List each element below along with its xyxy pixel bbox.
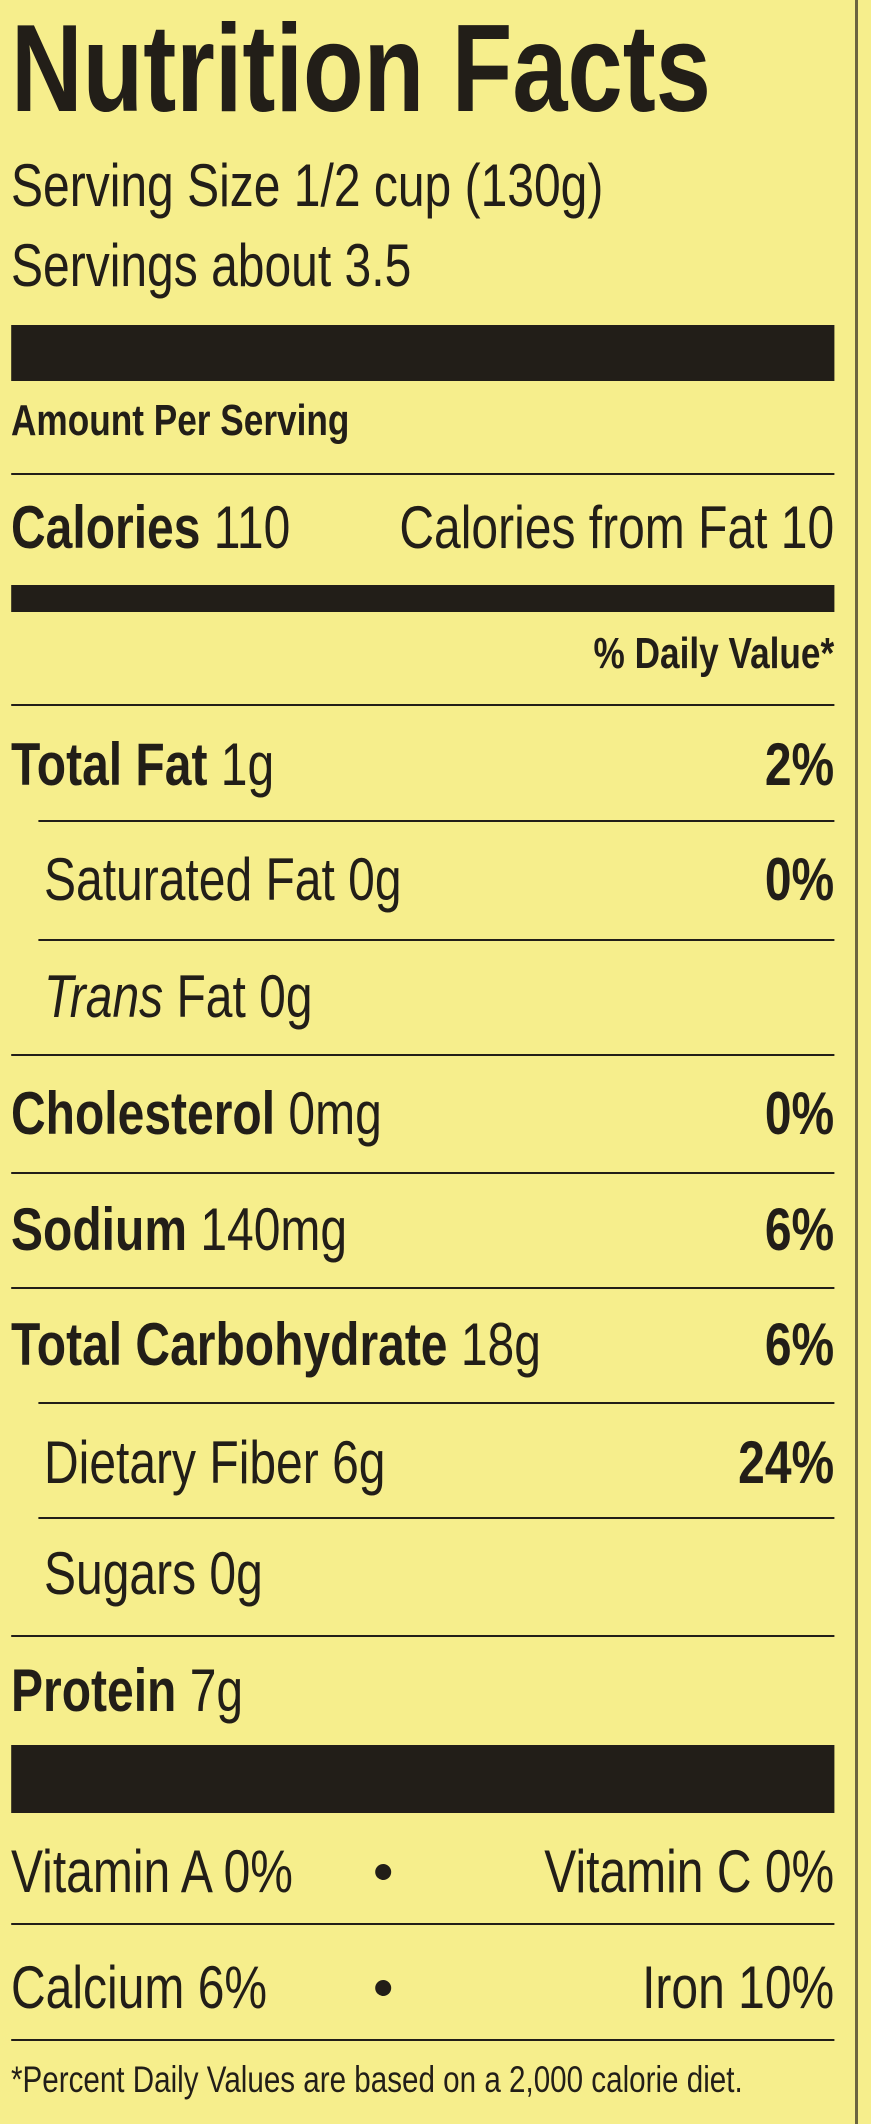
nutrient-amount: 0mg xyxy=(288,1079,382,1147)
nutrient-label: Total Fat xyxy=(11,730,208,798)
footnote: *Percent Daily Values are based on a 2,0… xyxy=(11,2057,743,2103)
calories-label: Calories xyxy=(11,493,201,561)
vitamin-text: Vitamin C 0% xyxy=(544,1837,835,1905)
amount-per-serving-text: Amount Per Serving xyxy=(11,395,350,445)
label-edge xyxy=(855,0,858,2124)
nutrient-dv: 6% xyxy=(765,1193,834,1267)
nutrient-label: Saturated Fat xyxy=(44,845,335,913)
calories: Calories 110 xyxy=(11,491,290,565)
nutrient-dv-text: 0% xyxy=(764,1079,835,1147)
thin-rule xyxy=(38,1517,834,1519)
nutrient-label: Protein xyxy=(11,1656,177,1724)
nutrient-amount: 1g xyxy=(220,730,275,798)
nutrient-row: Total Carbohydrate 18g xyxy=(11,1308,541,1382)
nutrient-amount: 6g xyxy=(332,1428,386,1496)
nutrient-row: Cholesterol 0mg xyxy=(11,1077,382,1151)
bullet xyxy=(375,1980,391,1996)
title: Nutrition Facts xyxy=(11,0,711,147)
nutrient-dv: 0% xyxy=(765,1077,834,1151)
amount-per-serving: Amount Per Serving xyxy=(11,394,349,449)
vitamin-text: Iron 10% xyxy=(642,1953,835,2021)
thin-rule xyxy=(11,2039,834,2041)
calories-from-fat: Calories from Fat 10 xyxy=(399,491,834,565)
nutrient-label: Total Carbohydrate xyxy=(11,1310,448,1378)
thin-rule xyxy=(11,1287,834,1289)
vitamin-left: Vitamin A 0% xyxy=(11,1835,293,1909)
nutrient-amount: 7g xyxy=(189,1656,244,1724)
nutrient-label: Fat xyxy=(176,962,246,1030)
vitamin-right: Iron 10% xyxy=(642,1951,834,2025)
vitamin-text: Vitamin A 0% xyxy=(11,1837,293,1905)
thick-rule xyxy=(11,325,834,381)
nutrient-amount: 0g xyxy=(209,1539,263,1607)
nutrient-dv-text: 0% xyxy=(764,845,835,913)
nutrient-label: Sugars xyxy=(44,1539,197,1607)
daily-value-header: % Daily Value* xyxy=(594,627,835,682)
medium-rule xyxy=(11,585,834,612)
nutrient-amount: 18g xyxy=(460,1310,541,1378)
thin-rule xyxy=(11,1172,834,1174)
footnote-text: *Percent Daily Values are based on a 2,0… xyxy=(11,2059,743,2101)
nutrient-row: Sugars 0g xyxy=(44,1537,263,1611)
nutrient-amount: 0g xyxy=(348,845,402,913)
calories-value: 110 xyxy=(213,493,291,561)
nutrient-dv-text: 24% xyxy=(738,1428,835,1496)
thin-rule xyxy=(11,704,834,706)
thin-rule xyxy=(11,473,834,475)
thin-rule xyxy=(11,1923,834,1925)
thin-rule xyxy=(11,1635,834,1637)
calories-from-fat-text: Calories from Fat 10 xyxy=(399,493,835,561)
vitamin-left: Calcium 6% xyxy=(11,1951,267,2025)
nutrient-row: Dietary Fiber 6g xyxy=(44,1426,385,1500)
title-text: Nutrition Facts xyxy=(11,0,711,139)
nutrient-row: Total Fat 1g xyxy=(11,728,274,802)
nutrient-dv: 6% xyxy=(765,1308,834,1382)
thin-rule xyxy=(38,939,834,941)
nutrient-label-italic: Trans xyxy=(44,962,164,1030)
daily-value-header-text: % Daily Value* xyxy=(593,628,835,678)
nutrient-label: Sodium xyxy=(11,1195,187,1263)
bullet xyxy=(375,1864,391,1880)
nutrient-row: Saturated Fat 0g xyxy=(44,843,402,917)
nutrient-dv-text: 6% xyxy=(764,1195,835,1263)
serving-size-text: Serving Size 1/2 cup (130g) xyxy=(11,151,604,219)
thick-rule xyxy=(11,1745,834,1813)
nutrient-dv: 0% xyxy=(765,843,834,917)
nutrient-row: Sodium 140mg xyxy=(11,1193,347,1267)
thin-rule xyxy=(11,1054,834,1056)
nutrient-label: Cholesterol xyxy=(11,1079,276,1147)
servings-text: Servings about 3.5 xyxy=(11,231,412,299)
nutrient-row: Trans Fat 0g xyxy=(44,960,313,1034)
thin-rule xyxy=(38,820,834,822)
thin-rule xyxy=(38,1402,834,1404)
nutrient-dv-text: 6% xyxy=(764,1310,835,1378)
serving-size: Serving Size 1/2 cup (130g) xyxy=(11,149,603,223)
nutrient-amount: 140mg xyxy=(200,1195,348,1263)
vitamin-right: Vitamin C 0% xyxy=(544,1835,834,1909)
nutrient-amount: 0g xyxy=(259,962,313,1030)
nutrient-label: Dietary Fiber xyxy=(44,1428,319,1496)
nutrient-dv-text: 2% xyxy=(764,730,835,798)
nutrient-dv: 24% xyxy=(738,1426,834,1500)
vitamin-text: Calcium 6% xyxy=(11,1953,268,2021)
nutrient-dv: 2% xyxy=(765,728,834,802)
servings: Servings about 3.5 xyxy=(11,229,411,303)
nutrient-row: Protein 7g xyxy=(11,1654,243,1728)
